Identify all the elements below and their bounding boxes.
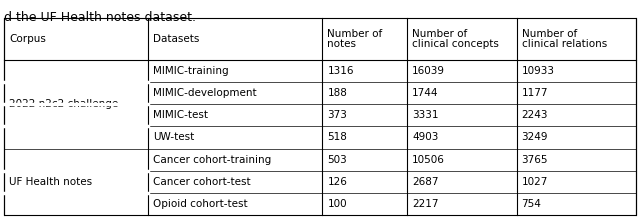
Text: 2217: 2217 (412, 199, 438, 209)
Text: Opioid cohort-test: Opioid cohort-test (154, 199, 248, 209)
Text: MIMIC-development: MIMIC-development (154, 88, 257, 98)
Text: 518: 518 (328, 133, 348, 143)
Text: 1177: 1177 (522, 88, 548, 98)
Text: Cancer cohort-training: Cancer cohort-training (154, 155, 271, 165)
Text: 2687: 2687 (412, 177, 438, 187)
Text: 2243: 2243 (522, 110, 548, 120)
Text: 1744: 1744 (412, 88, 438, 98)
Text: notes: notes (328, 39, 356, 49)
Text: 3249: 3249 (522, 133, 548, 143)
Text: 2022 n2c2 challenge: 2022 n2c2 challenge (9, 99, 118, 109)
Text: 1027: 1027 (522, 177, 548, 187)
Text: 1316: 1316 (328, 66, 354, 76)
Text: clinical concepts: clinical concepts (412, 39, 499, 49)
Text: UW-test: UW-test (154, 133, 195, 143)
Text: Corpus: Corpus (9, 34, 46, 44)
Text: 16039: 16039 (412, 66, 445, 76)
Text: 10933: 10933 (522, 66, 555, 76)
Text: Cancer cohort-test: Cancer cohort-test (154, 177, 251, 187)
Text: 10506: 10506 (412, 155, 445, 165)
Text: Number of: Number of (522, 29, 577, 39)
Text: Number of: Number of (412, 29, 467, 39)
Text: 126: 126 (328, 177, 348, 187)
Text: 188: 188 (328, 88, 348, 98)
Text: MIMIC-test: MIMIC-test (154, 110, 208, 120)
Text: d the UF Health notes dataset.: d the UF Health notes dataset. (4, 11, 196, 24)
Text: 373: 373 (328, 110, 348, 120)
Text: 503: 503 (328, 155, 348, 165)
Text: 754: 754 (522, 199, 541, 209)
Text: 3331: 3331 (412, 110, 438, 120)
Text: clinical relations: clinical relations (522, 39, 607, 49)
Text: Datasets: Datasets (154, 34, 200, 44)
Text: 4903: 4903 (412, 133, 438, 143)
Text: 3765: 3765 (522, 155, 548, 165)
Text: Number of: Number of (328, 29, 383, 39)
Text: UF Health notes: UF Health notes (9, 177, 92, 187)
Text: 100: 100 (328, 199, 347, 209)
Text: MIMIC-training: MIMIC-training (154, 66, 229, 76)
